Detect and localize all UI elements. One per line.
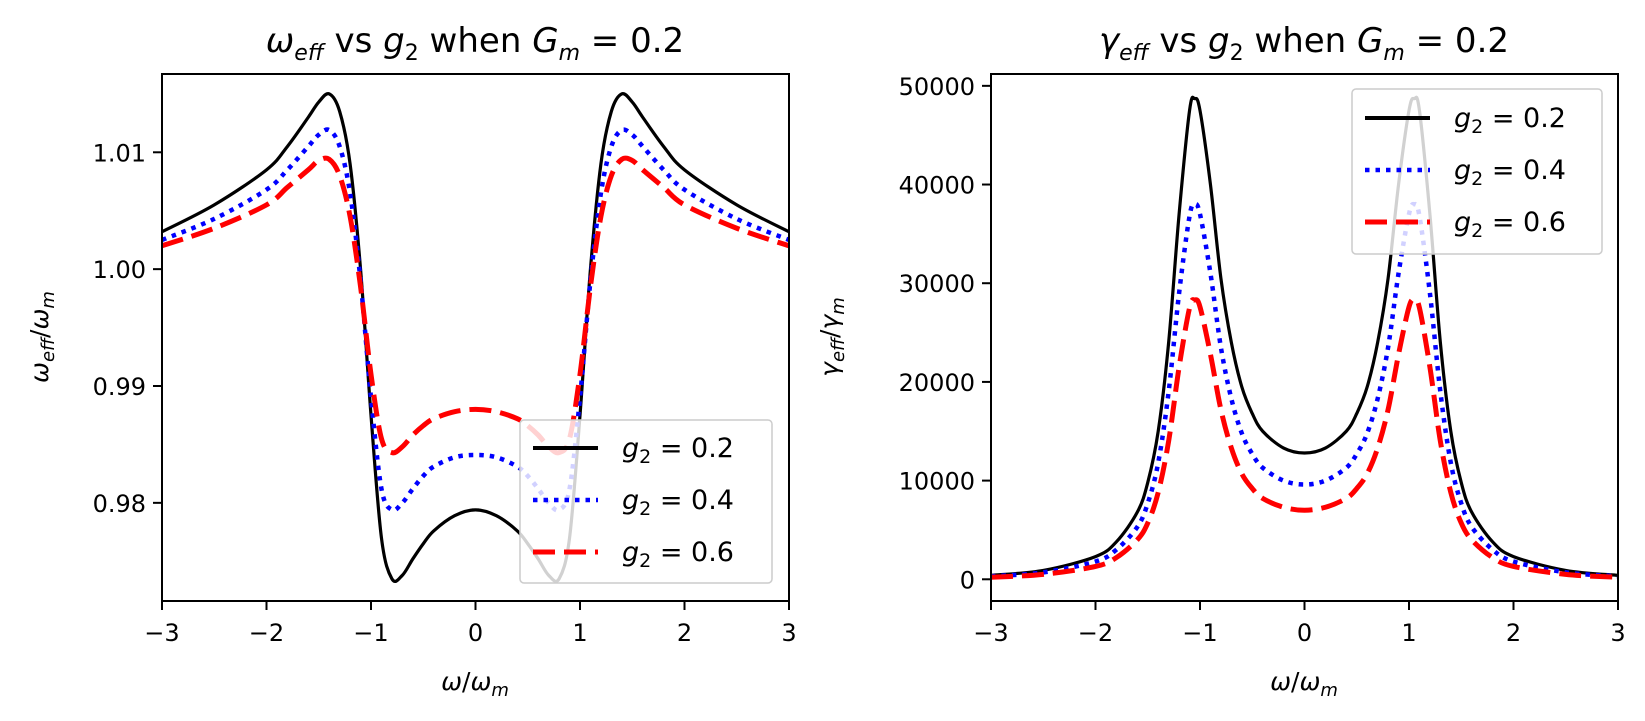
left-x-tick-label: −3 [144, 619, 179, 647]
right-series-line-g2-0-6 [991, 297, 1618, 580]
left-legend-box [519, 419, 773, 584]
right-plot: γeff vs g2 when Gm = 0.2 −3 −2 −1 0 1 2 3 0 100… [815, 21, 1626, 701]
left-y-tick-label: 1.01 [93, 139, 146, 167]
left-series-lines [162, 92, 789, 583]
right-axes-frame [990, 73, 1619, 602]
right-x-tick-label: −2 [1078, 619, 1113, 647]
right-x-tick-label: −1 [1182, 619, 1217, 647]
right-y-axis-label: γeff/γm [815, 297, 849, 377]
right-y-ticks: 0 10000 20000 30000 40000 50000 [899, 73, 991, 594]
right-x-ticks: −3 −2 −1 0 1 2 3 [973, 601, 1626, 647]
right-y-tick-label: 20000 [899, 369, 975, 397]
right-legend: g2 = 0.2 g2 = 0.4 g2 = 0.6 [1351, 88, 1603, 255]
left-plot-title: ωeff vs g2 when Gm = 0.2 [266, 21, 684, 66]
left-series-line-g2-0-2 [162, 92, 789, 583]
right-x-tick-label: 3 [1610, 619, 1625, 647]
right-x-tick-label: 2 [1506, 619, 1521, 647]
right-x-tick-label: 1 [1401, 619, 1416, 647]
left-y-axis-label: ωeff/ωm [25, 291, 59, 383]
right-legend-label-g04: g2 = 0.4 [1454, 155, 1566, 190]
left-x-tick-label: 0 [468, 619, 483, 647]
left-x-ticks: −3 −2 −1 0 1 2 3 [144, 601, 797, 647]
right-series-line-g2-0-2 [991, 95, 1618, 577]
right-plot-area [991, 95, 1618, 580]
left-y-tick-label: 0.99 [93, 373, 146, 401]
left-legend-label-g06: g2 = 0.6 [622, 537, 734, 572]
left-plot: ωeff vs g2 when Gm = 0.2 −3 −2 −1 0 1 2 3 0.98… [25, 21, 797, 701]
right-y-tick-label: 0 [960, 566, 975, 594]
left-x-tick-label: −2 [249, 619, 284, 647]
left-x-tick-label: −1 [353, 619, 388, 647]
left-legend-label-g02: g2 = 0.2 [622, 433, 734, 468]
left-x-tick-label: 2 [677, 619, 692, 647]
left-axes-frame [161, 73, 790, 602]
right-series-lines [991, 95, 1618, 580]
right-y-tick-label: 50000 [899, 73, 975, 101]
left-plot-area [162, 92, 789, 583]
left-x-tick-label: 3 [781, 619, 796, 647]
right-series-line-g2-0-4 [991, 201, 1618, 579]
right-plot-title: γeff vs g2 when Gm = 0.2 [1099, 21, 1509, 66]
left-series-line-g2-0-6 [162, 155, 789, 456]
left-x-axis-label: ω/ωm [441, 667, 509, 701]
left-x-tick-label: 1 [572, 619, 587, 647]
right-legend-box [1351, 88, 1603, 255]
right-legend-label-g02: g2 = 0.2 [1454, 103, 1566, 138]
right-x-tick-label: 0 [1297, 619, 1312, 647]
right-legend-label-g06: g2 = 0.6 [1454, 207, 1566, 242]
left-y-tick-label: 0.98 [93, 490, 146, 518]
left-y-tick-label: 1.00 [93, 256, 146, 284]
right-y-tick-label: 30000 [899, 270, 975, 298]
right-x-tick-label: −3 [973, 619, 1008, 647]
right-x-axis-label: ω/ωm [1270, 667, 1338, 701]
left-legend: g2 = 0.2 g2 = 0.4 g2 = 0.6 [519, 419, 773, 584]
left-legend-label-g04: g2 = 0.4 [622, 485, 734, 520]
left-y-ticks: 0.98 0.99 1.00 1.01 [93, 139, 162, 518]
right-y-tick-label: 40000 [899, 172, 975, 200]
right-y-tick-label: 10000 [899, 468, 975, 496]
